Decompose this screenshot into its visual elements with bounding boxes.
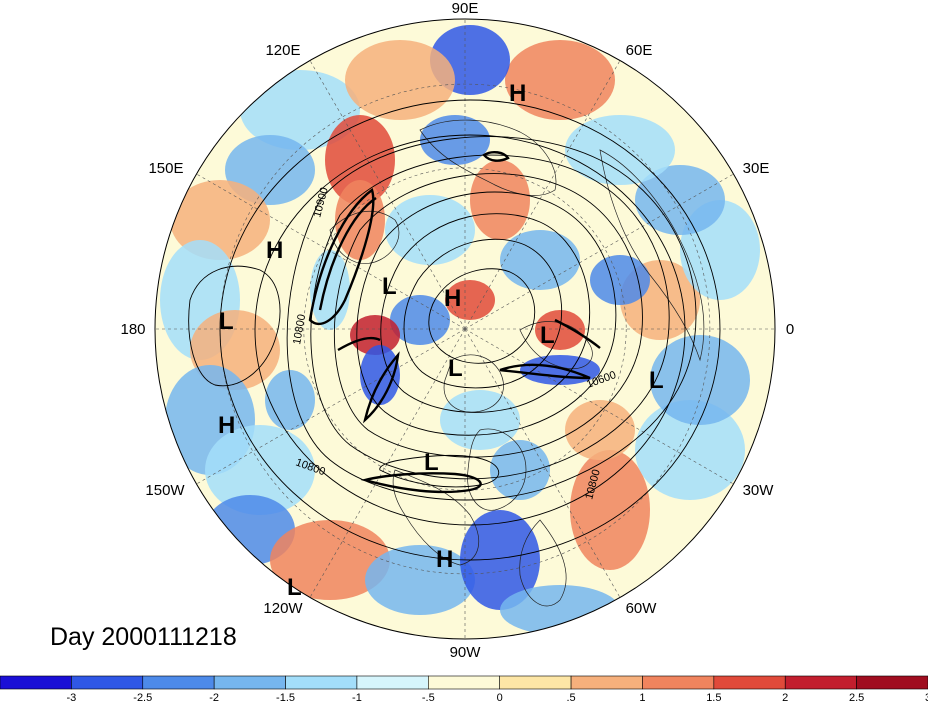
meridian-line <box>464 328 734 485</box>
anomaly-patch <box>240 70 360 150</box>
contour-label-10800-west: 10800 <box>291 313 308 345</box>
lon-label-180: 180 <box>120 321 145 338</box>
colorbar-tick-label: 1.5 <box>706 692 721 702</box>
anomaly-patch <box>500 585 620 635</box>
anomaly-patch <box>440 390 520 450</box>
anomaly-patch <box>570 450 650 570</box>
colorbar-swatch <box>713 675 786 690</box>
anomaly-patch <box>360 345 400 405</box>
colorbar-tick-label: 2 <box>782 692 788 702</box>
anomaly-patch <box>365 545 475 615</box>
colorbar-swatch <box>784 675 857 690</box>
lon-label-60w: 60W <box>626 600 658 617</box>
anomaly-patch <box>650 335 750 425</box>
anomaly-patch <box>535 310 585 350</box>
colorbar-tick-label: -2 <box>209 692 219 702</box>
high-pressure-label: H <box>266 237 283 264</box>
meridian-line <box>464 173 734 330</box>
height-contours <box>188 99 721 561</box>
colorbar-swatch <box>71 675 144 690</box>
meridian-line <box>464 328 621 598</box>
lon-label-150w: 150W <box>145 482 185 499</box>
lon-label-90w: 90W <box>450 644 482 661</box>
low-pressure-label: L <box>540 322 555 349</box>
anomaly-patch <box>565 400 635 460</box>
lon-label-0: 0 <box>786 321 794 338</box>
anomaly-patch <box>565 115 675 185</box>
anomaly-patch <box>460 510 540 610</box>
low-pressure-label: L <box>219 308 234 335</box>
colorbar-swatch <box>285 675 358 690</box>
anomaly-patch <box>265 370 315 430</box>
anomaly-patch <box>350 315 400 355</box>
anomaly-field <box>155 19 775 639</box>
low-pressure-label: L <box>448 355 463 382</box>
anomaly-patch <box>345 40 455 120</box>
low-pressure-label: L <box>382 273 397 300</box>
colorbar-tick-label: 1 <box>639 692 645 702</box>
colorbar-tick-label: -2.5 <box>133 692 152 702</box>
colorbar-swatch <box>856 675 928 690</box>
map-boundary <box>154 18 776 640</box>
lon-label-90e: 90E <box>452 0 479 17</box>
lon-label-30e: 30E <box>743 160 770 177</box>
colorbar-tick-label: .5 <box>566 692 575 702</box>
colorbar-tick-label: -.5 <box>422 692 435 702</box>
anomaly-patch <box>205 425 315 515</box>
colorbar-tick-label: 2.5 <box>849 692 864 702</box>
meridian-line <box>309 328 466 598</box>
anomaly-patch <box>500 230 580 290</box>
lon-label-120w: 120W <box>263 600 303 617</box>
colorbar-tick-label: -1.5 <box>276 692 295 702</box>
colorbar-swatch <box>428 675 500 690</box>
colorbar-tick-label: -3 <box>66 692 76 702</box>
lon-label-120e: 120E <box>265 42 300 59</box>
meridian-line <box>309 60 466 330</box>
colorbar-swatch <box>142 675 215 690</box>
anomaly-patch <box>445 280 495 320</box>
day-label: Day 2000111218 <box>50 623 237 651</box>
graticule <box>155 19 775 639</box>
colorbar-swatch <box>642 675 715 690</box>
anomaly-patch <box>270 520 390 600</box>
anomaly-patch <box>505 40 615 120</box>
colorbar-swatch <box>213 675 286 690</box>
colorbar: -3 -2.5 -2 -1.5 -1 -.5 0 .5 1 1.5 2 2.5 3 <box>0 675 928 702</box>
anomaly-patch <box>170 180 270 260</box>
colorbar-swatch <box>499 675 572 690</box>
anomaly-patch <box>420 115 490 165</box>
anomaly-patch <box>470 160 530 240</box>
colorbar-swatch <box>0 675 72 690</box>
colorbar-swatch <box>570 675 643 690</box>
lon-label-30w: 30W <box>743 482 775 499</box>
high-pressure-label: H <box>436 546 453 573</box>
anomaly-patch <box>635 165 725 235</box>
anomaly-patch <box>385 195 475 265</box>
colorbar-tick-label: -1 <box>352 692 362 702</box>
anomaly-patch <box>325 115 395 205</box>
meridian-line <box>464 60 621 330</box>
colorbar-tick-label: 0 <box>497 692 503 702</box>
high-pressure-label: H <box>509 80 526 107</box>
anomaly-patch <box>390 295 450 345</box>
meridian-line <box>196 328 466 485</box>
high-pressure-label: H <box>218 412 235 439</box>
colorbar-swatch <box>356 675 429 690</box>
lon-label-150e: 150E <box>148 160 183 177</box>
anomaly-patch <box>635 400 745 500</box>
high-pressure-label: H <box>444 285 461 312</box>
lon-label-60e: 60E <box>626 42 653 59</box>
low-pressure-label: L <box>649 367 664 394</box>
colorbar-tick-label: 3 <box>925 692 928 702</box>
meridian-line <box>196 173 466 330</box>
low-pressure-label: L <box>424 449 439 476</box>
low-pressure-label: L <box>287 574 302 601</box>
